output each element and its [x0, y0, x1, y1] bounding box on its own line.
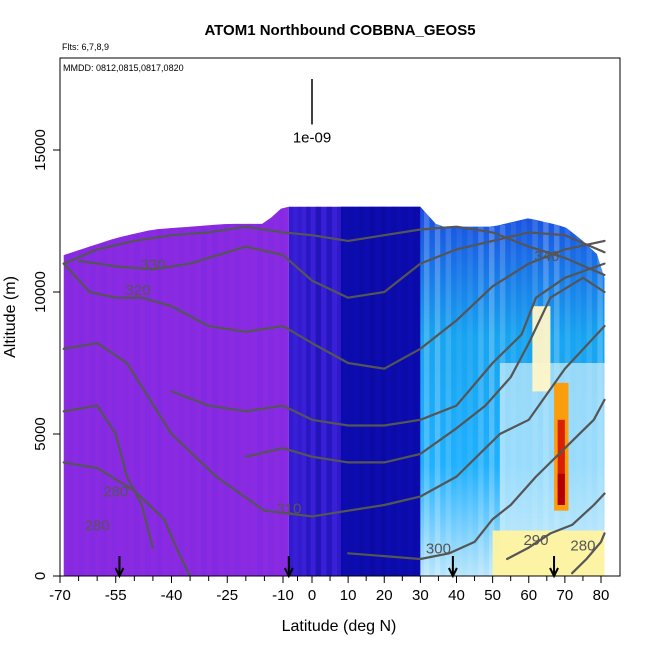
contour-line-280 — [62, 461, 192, 576]
contour-label: 280 — [103, 483, 128, 500]
x-tick-label: 0 — [308, 587, 316, 604]
heatmap-cell-column — [348, 206, 354, 576]
heatmap-cell-column — [297, 206, 302, 576]
x-tick-label: 10 — [340, 587, 357, 604]
scale-bar: 1e-09 — [293, 79, 331, 146]
contour-label-layer: 330 320 340 280 280 310 300 290 280 — [85, 248, 596, 558]
contour-label: 280 — [570, 537, 595, 554]
heatmap-cell-column — [67, 253, 74, 576]
heatmap-cell-column — [256, 223, 263, 576]
heatmap-cell-column — [145, 231, 152, 576]
heatmap-cell-column — [167, 228, 174, 576]
heatmap-cell-column — [100, 242, 107, 576]
contour-label: 290 — [523, 532, 548, 549]
dates-label: MMDD: 0812,0815,0817,0820 — [63, 63, 184, 73]
x-tick-label: -10 — [272, 587, 294, 604]
heatmap-cell-column — [212, 224, 218, 576]
heatmap-cell-column — [78, 250, 85, 576]
x-tick-label: 30 — [412, 587, 429, 604]
heatmap-cell-column — [315, 206, 322, 576]
y-axis-label: Altitude (m) — [2, 276, 19, 358]
heatmap-cell-column — [156, 229, 163, 576]
heatmap-cell-column — [134, 233, 140, 576]
x-axis: -70 -55 -40 -25 -10 0 10 20 30 40 50 60 70 80 — [49, 576, 609, 604]
x-axis-label: Latitude (deg N) — [282, 618, 397, 635]
heatmap-cell-column — [190, 226, 196, 576]
heatmap-feature-near-surface-yellow — [492, 530, 605, 576]
contour-line-300 — [347, 398, 606, 561]
contour-label: 330 — [140, 256, 165, 273]
heatmap-region-tropical-core — [340, 206, 421, 576]
contour-line-340 — [62, 225, 606, 277]
heatmap-cell-column — [467, 226, 473, 576]
heatmap-cell-column — [123, 236, 129, 576]
heatmap-cell-column — [380, 206, 387, 576]
contour-label: 340 — [534, 248, 559, 265]
heatmap-cell-column — [326, 206, 332, 576]
x-tick-label: 50 — [484, 587, 501, 604]
heatmap-cell-column — [223, 224, 230, 576]
heatmap-layer — [63, 206, 605, 576]
heatmap-cell-column — [234, 223, 241, 576]
contour-layer — [62, 225, 606, 576]
contour-label: 320 — [126, 282, 151, 299]
y-axis: 0 5000 10000 15000 — [32, 129, 60, 580]
heatmap-cell-column — [434, 222, 441, 576]
heatmap-cell-column — [489, 226, 495, 576]
heatmap-cell-column — [358, 206, 365, 576]
heatmap-cell-column — [306, 206, 311, 576]
heatmap-cell-column — [201, 225, 207, 576]
heatmap-feature-plume-core — [557, 473, 565, 505]
y-tick-label: 15000 — [32, 129, 49, 171]
heatmap-cell-column — [402, 206, 408, 576]
heatmap-cell-column — [423, 210, 430, 576]
scale-bar-label: 1e-09 — [293, 129, 331, 146]
x-tick-label: -25 — [216, 587, 238, 604]
x-tick-label: 80 — [593, 587, 610, 604]
contour-line-330 — [77, 231, 606, 299]
x-tick-label: -55 — [105, 587, 127, 604]
contour-line-320 — [62, 239, 606, 370]
plot-frame — [59, 57, 621, 577]
heatmap-cell-column — [288, 206, 294, 576]
heatmap-cell-column — [112, 239, 118, 576]
x-tick-label: 70 — [557, 587, 574, 604]
contour-line-280 — [571, 532, 606, 575]
heatmap-cell-column — [391, 206, 397, 576]
x-tick-label: 20 — [376, 587, 393, 604]
heatmap-cell-column — [445, 226, 452, 576]
heatmap-cell-column — [268, 220, 274, 576]
heatmap-cell-column — [337, 206, 343, 576]
heatmap-feature-plume-red — [557, 419, 565, 505]
contour-line-280 — [62, 404, 154, 549]
heatmap-cell-column — [478, 226, 484, 576]
contour-line-290 — [506, 492, 606, 561]
heatmap-cell-column — [413, 206, 419, 576]
heatmap-cell-column — [89, 246, 96, 576]
chart-title: ATOM1 Northbound COBBNA_GEOS5 — [204, 22, 475, 39]
heatmap-cell-column — [279, 210, 285, 576]
heatmap-cell-column — [178, 227, 185, 576]
contour-line-300 — [244, 276, 606, 464]
x-tick-label: 60 — [520, 587, 537, 604]
flights-label: Flts: 6,7,8,9 — [62, 42, 109, 52]
y-tick-label: 0 — [32, 572, 49, 580]
contour-label: 310 — [276, 501, 301, 518]
heatmap-region-southern — [63, 206, 289, 576]
contour-line-310 — [62, 325, 606, 518]
contour-line-300 — [170, 262, 606, 427]
y-tick-label: 10000 — [32, 271, 49, 313]
heatmap-cell-column — [245, 223, 252, 576]
contour-label: 300 — [426, 540, 451, 557]
x-tick-label: -70 — [49, 587, 71, 604]
x-tick-label: -40 — [161, 587, 183, 604]
contour-label: 280 — [85, 518, 110, 535]
x-tick-label: 40 — [448, 587, 465, 604]
y-tick-label: 5000 — [32, 417, 49, 450]
heatmap-cell-column — [369, 206, 376, 576]
